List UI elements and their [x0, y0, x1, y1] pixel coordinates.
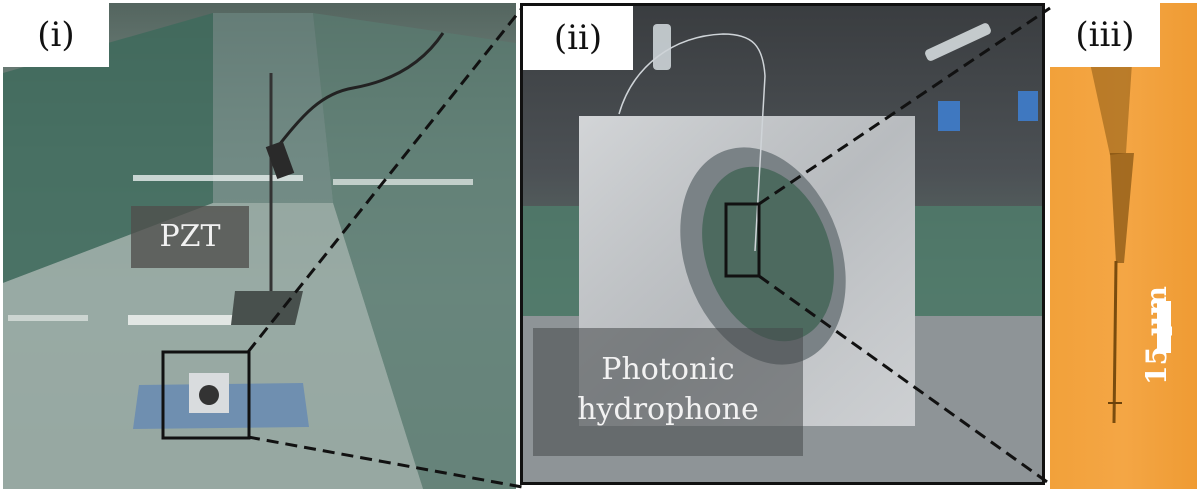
photonic-hydrophone-label: Photonic hydrophone	[533, 328, 803, 456]
scale-bar	[1157, 301, 1171, 353]
blue-fixture	[1018, 91, 1038, 121]
photonic-hydrophone-label-line1: Photonic	[601, 352, 735, 387]
tank-right-wall	[313, 13, 516, 489]
water-surface	[3, 203, 423, 489]
ceiling-light	[925, 23, 991, 61]
blue-fixture	[938, 101, 960, 131]
dashed-zoom-line	[758, 6, 1051, 206]
light-reflection	[133, 175, 303, 181]
light-reflection	[128, 315, 278, 325]
light-reflection	[333, 179, 473, 185]
ceiling-light	[653, 24, 671, 70]
dashed-zoom-line	[247, 435, 523, 489]
fibre-tip	[1112, 260, 1118, 424]
panel-label-i: (i)	[3, 3, 109, 67]
pzt-transducer	[265, 140, 295, 180]
zoom-callout-box	[724, 202, 761, 278]
mount-hole	[199, 385, 219, 405]
stand-base	[231, 291, 303, 325]
photonic-hydrophone-label-line2: hydrophone	[577, 392, 759, 427]
pzt-label: PZT	[131, 206, 249, 268]
fibre-taper-mid	[1110, 153, 1134, 263]
panel-iii-micrograph: (iii) 15 µm	[1050, 3, 1197, 489]
fibre-taper-upper	[1090, 63, 1132, 155]
zoom-callout-box	[161, 350, 251, 440]
panel-ii-hydrophone-photo: (ii) Photonic hydrophone	[520, 3, 1045, 485]
light-reflection	[8, 315, 88, 321]
pzt-cable	[271, 32, 445, 154]
dashed-zoom-line	[758, 274, 1051, 486]
panel-label-iii: (iii)	[1050, 3, 1160, 67]
micrograph-scene	[1090, 63, 1134, 424]
optical-fibre	[618, 33, 766, 252]
tank-far-wall	[213, 13, 333, 203]
panel-label-ii: (ii)	[523, 6, 633, 70]
dashed-zoom-line	[246, 7, 524, 353]
panel-i-tank-photo: (i) PZT	[3, 3, 516, 489]
